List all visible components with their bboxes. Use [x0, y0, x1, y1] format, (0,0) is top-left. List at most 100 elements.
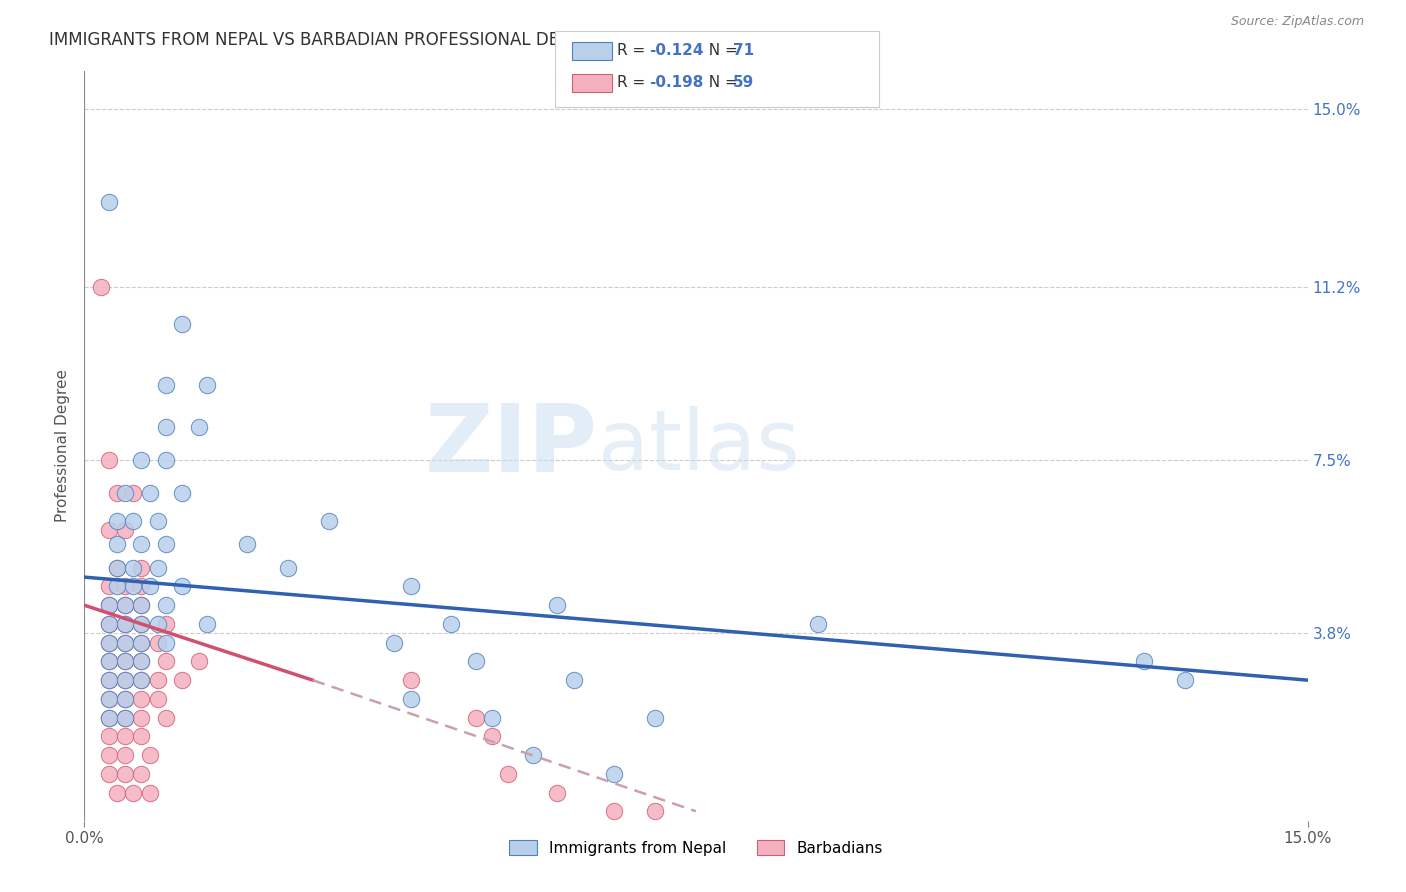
Point [146, 692, 169, 706]
Point [97, 767, 120, 781]
Point [1133, 655, 1156, 669]
Text: 71: 71 [733, 44, 754, 58]
Point [155, 617, 177, 632]
Point [138, 747, 160, 762]
Point [498, 767, 520, 781]
Point [131, 767, 153, 781]
Text: -0.198: -0.198 [650, 76, 704, 90]
Point [114, 767, 136, 781]
Point [114, 710, 136, 724]
Point [122, 514, 145, 528]
Point [122, 786, 145, 800]
Point [131, 635, 153, 649]
Point [131, 692, 153, 706]
Point [114, 655, 136, 669]
Point [131, 655, 153, 669]
Point [562, 673, 585, 688]
Point [114, 655, 136, 669]
Point [114, 730, 136, 744]
Point [114, 524, 136, 538]
Point [114, 580, 136, 594]
Point [97, 692, 120, 706]
Text: N =: N = [699, 76, 742, 90]
Point [122, 561, 145, 575]
Point [105, 561, 128, 575]
Point [187, 420, 209, 434]
Point [1174, 673, 1197, 688]
Point [97, 710, 120, 724]
Point [155, 420, 177, 434]
Point [122, 580, 145, 594]
Point [105, 537, 128, 551]
Point [97, 524, 120, 538]
Point [146, 561, 169, 575]
Point [155, 453, 177, 467]
Point [97, 635, 120, 649]
Point [146, 617, 169, 632]
Point [138, 485, 160, 500]
Point [97, 673, 120, 688]
Point [131, 673, 153, 688]
Point [131, 673, 153, 688]
Point [399, 692, 422, 706]
Legend: Immigrants from Nepal, Barbadians: Immigrants from Nepal, Barbadians [503, 833, 889, 862]
Text: N =: N = [699, 44, 742, 58]
Text: atlas: atlas [598, 406, 800, 486]
Point [644, 710, 666, 724]
Point [318, 514, 340, 528]
Point [807, 617, 830, 632]
Point [172, 485, 194, 500]
Text: R =: R = [617, 76, 651, 90]
Point [97, 747, 120, 762]
Point [382, 635, 405, 649]
Point [155, 710, 177, 724]
Text: R =: R = [617, 44, 651, 58]
Point [546, 599, 568, 613]
Point [522, 747, 544, 762]
Point [105, 485, 128, 500]
Point [131, 453, 153, 467]
Point [464, 655, 486, 669]
Point [131, 599, 153, 613]
Point [97, 617, 120, 632]
Point [131, 635, 153, 649]
Point [114, 635, 136, 649]
Text: -0.124: -0.124 [650, 44, 704, 58]
Point [97, 730, 120, 744]
Point [546, 786, 568, 800]
Point [195, 617, 218, 632]
Point [172, 318, 194, 332]
Text: Source: ZipAtlas.com: Source: ZipAtlas.com [1230, 15, 1364, 28]
Point [131, 599, 153, 613]
Point [97, 655, 120, 669]
Point [131, 617, 153, 632]
Point [122, 485, 145, 500]
Point [105, 561, 128, 575]
Point [399, 580, 422, 594]
Point [97, 599, 120, 613]
Point [114, 485, 136, 500]
Point [155, 599, 177, 613]
Point [172, 673, 194, 688]
Point [146, 635, 169, 649]
Point [195, 378, 218, 392]
Point [114, 710, 136, 724]
Point [114, 599, 136, 613]
Point [155, 537, 177, 551]
Point [155, 655, 177, 669]
Point [440, 617, 463, 632]
Point [97, 635, 120, 649]
Point [114, 617, 136, 632]
Text: IMMIGRANTS FROM NEPAL VS BARBADIAN PROFESSIONAL DEGREE CORRELATION CHART: IMMIGRANTS FROM NEPAL VS BARBADIAN PROFE… [49, 31, 790, 49]
Point [97, 580, 120, 594]
Point [138, 580, 160, 594]
Point [97, 673, 120, 688]
Point [114, 599, 136, 613]
Point [131, 655, 153, 669]
Point [138, 786, 160, 800]
Point [146, 673, 169, 688]
Text: 59: 59 [733, 76, 754, 90]
Point [97, 195, 120, 210]
Point [97, 599, 120, 613]
Y-axis label: Professional Degree: Professional Degree [55, 369, 70, 523]
